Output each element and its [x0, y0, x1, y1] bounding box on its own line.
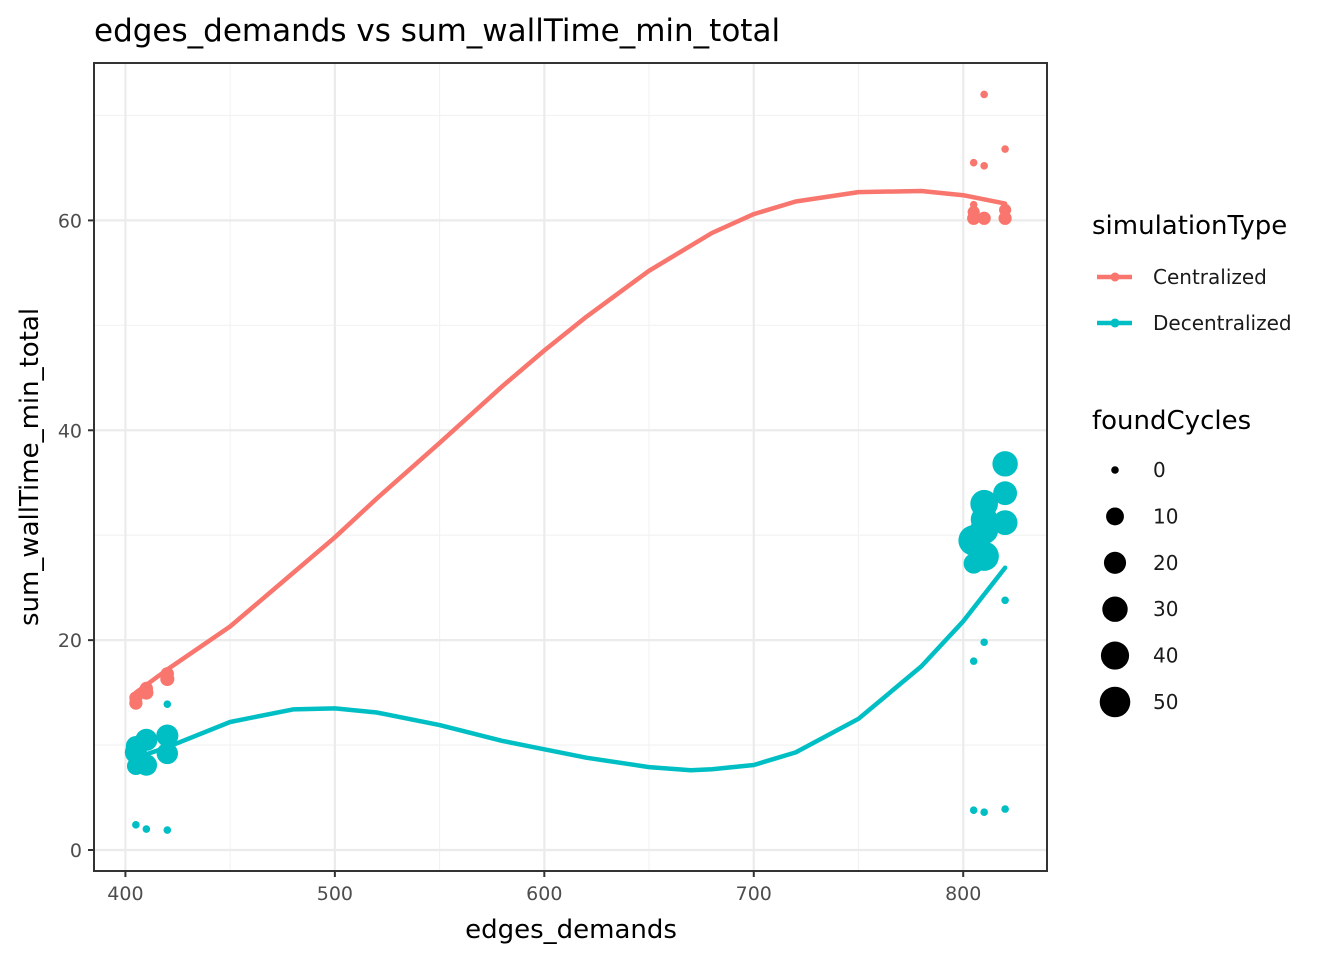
point-decentralized	[163, 700, 172, 708]
point-decentralized	[1001, 596, 1009, 605]
size-legend-label: 50	[1153, 690, 1178, 714]
x-axis-title: edges_demands	[465, 915, 677, 945]
point-decentralized	[156, 742, 179, 765]
smooth-line-decentralized	[133, 565, 1008, 773]
point-decentralized	[993, 481, 1018, 506]
minor-gridlines	[94, 63, 1047, 871]
point-centralized	[1001, 145, 1009, 153]
point-decentralized	[142, 825, 151, 833]
point-decentralized	[132, 821, 140, 829]
plot-panel	[93, 62, 1048, 872]
legend-label-decentralized: Decentralized	[1153, 311, 1292, 335]
point-decentralized	[980, 638, 988, 647]
point-centralized	[139, 681, 153, 696]
size-legend-circle	[1106, 507, 1124, 526]
point-centralized	[129, 691, 143, 705]
point-centralized	[980, 162, 988, 170]
size-legend-label: 40	[1153, 644, 1178, 668]
y-tick-label: 0	[70, 840, 82, 862]
color-legend-keys: Centralized Decentralized	[1097, 265, 1292, 335]
x-axis: 400 500 600 700 800	[107, 871, 981, 905]
point-decentralized	[135, 754, 158, 776]
point-centralized	[967, 211, 981, 225]
point-decentralized	[156, 724, 179, 747]
smooth-lines	[133, 188, 1008, 773]
point-decentralized	[1001, 805, 1009, 813]
point-decentralized	[970, 489, 998, 518]
point-decentralized	[992, 510, 1018, 536]
data-points	[124, 90, 1018, 834]
panel-background	[94, 63, 1047, 871]
point-centralized	[969, 158, 978, 167]
x-tick-label: 700	[736, 883, 772, 905]
x-tick-label: 500	[317, 883, 353, 905]
y-tick-label: 20	[58, 630, 82, 652]
size-legend-keys: 0 10 20 30 40 50	[1099, 458, 1178, 718]
point-decentralized	[992, 451, 1018, 477]
panel-border	[93, 62, 1048, 872]
size-legend-label: 20	[1153, 551, 1178, 575]
chart-title: edges_demands vs sum_wallTime_min_total	[94, 13, 780, 49]
point-decentralized	[969, 806, 978, 814]
size-legend-title: foundCycles	[1092, 406, 1251, 436]
smooth-line-centralized	[133, 188, 1008, 695]
x-tick-label: 600	[526, 883, 562, 905]
x-tick-label: 800	[945, 883, 981, 905]
legend-point-centralized	[1110, 272, 1120, 282]
y-tick-label: 40	[58, 420, 82, 442]
point-centralized	[998, 211, 1012, 225]
point-decentralized	[969, 541, 999, 571]
legend: simulationType CentralizedDecentralized …	[1092, 211, 1292, 718]
y-axis: 0 20 40 60	[58, 210, 94, 862]
point-centralized	[160, 667, 174, 681]
color-legend-title: simulationType	[1092, 211, 1287, 241]
point-decentralized	[135, 728, 158, 751]
major-gridlines	[94, 63, 1047, 871]
size-legend-label: 30	[1153, 597, 1178, 621]
size-legend-circle	[1099, 686, 1131, 718]
size-legend-circle	[1111, 466, 1119, 474]
size-legend-circle	[1102, 596, 1128, 622]
y-axis-title: sum_wallTime_min_total	[15, 308, 45, 626]
y-tick-label: 60	[58, 210, 82, 232]
size-legend-label: 10	[1153, 504, 1178, 528]
point-decentralized	[980, 808, 988, 817]
point-centralized	[980, 90, 988, 99]
legend-point-decentralized	[1110, 318, 1120, 328]
size-legend-circle	[1103, 551, 1127, 574]
size-legend-circle	[1100, 641, 1130, 670]
legend-label-centralized: Centralized	[1153, 265, 1267, 289]
point-decentralized	[163, 826, 172, 834]
point-centralized	[977, 211, 991, 225]
x-tick-label: 400	[107, 883, 143, 905]
size-legend-label: 0	[1153, 458, 1166, 482]
point-decentralized	[969, 657, 978, 665]
